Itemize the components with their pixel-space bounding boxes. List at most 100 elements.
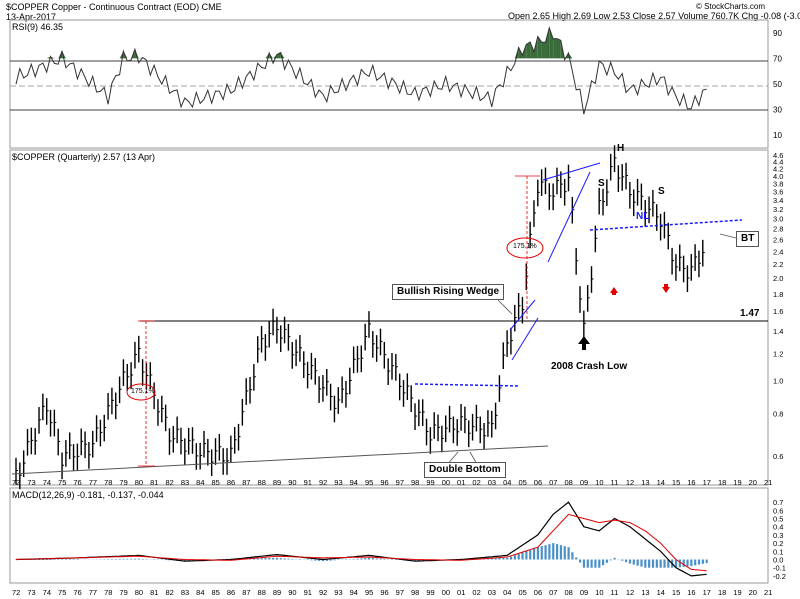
price-tick-label: 3.6 (773, 187, 783, 196)
rsi-overbought-fill (530, 42, 534, 59)
rsi-y-axis: 10 30 50 70 90 (773, 29, 782, 140)
macd-histogram-bar (506, 557, 509, 560)
macd-x-tick-label: 97 (396, 588, 404, 597)
price-tick-label: 1.0 (773, 377, 783, 386)
macd-histogram-bar (337, 559, 340, 561)
macd-x-tick-label: 05 (518, 588, 526, 597)
macd-histogram-bar (644, 559, 647, 568)
macd-tick-label: 0.5 (773, 515, 783, 524)
macd-histogram-bar (61, 559, 64, 560)
price-x-tick-label: 98 (411, 478, 419, 487)
macd-histogram-bar (529, 549, 532, 560)
macd-histogram-bar (548, 544, 551, 560)
macd-histogram-bar (126, 558, 129, 560)
price-x-tick-label: 21 (764, 478, 772, 487)
macd-tick-label: 0.2 (773, 539, 783, 548)
price-x-tick-label: 87 (242, 478, 250, 487)
black-up-arrow-stem (582, 344, 586, 350)
bt-callout-pointer (719, 233, 737, 239)
macd-histogram (15, 543, 708, 568)
rsi-tick-label: 70 (773, 54, 782, 63)
red-up-arrow (610, 287, 618, 293)
macd-histogram-bar (275, 557, 279, 560)
macd-histogram-bar (187, 559, 190, 561)
macd-histogram-bar (540, 546, 543, 560)
macd-histogram-bar (379, 558, 382, 560)
price-x-tick-label: 09 (580, 478, 588, 487)
macd-x-tick-label: 17 (703, 588, 711, 597)
macd-histogram-bar (575, 557, 578, 560)
macd-histogram-bar (325, 559, 328, 561)
macd-histogram-bar (53, 559, 56, 560)
macd-histogram-bar (590, 559, 593, 568)
macd-x-tick-label: 04 (503, 588, 511, 597)
macd-histogram-bar (659, 559, 662, 568)
price-x-tick-label: 18 (718, 478, 726, 487)
macd-x-tick-label: 00 (442, 588, 450, 597)
macd-histogram-bar (417, 559, 421, 561)
price-x-tick-label: 80 (135, 478, 143, 487)
rsi-overbought-fill (46, 56, 51, 59)
rsi-frame (9, 19, 769, 149)
macd-histogram-bar (287, 558, 290, 560)
pct-label-1: 175.1% (131, 388, 155, 395)
macd-histogram-bar (191, 559, 194, 561)
top-wedge-upper-line (542, 162, 601, 181)
macd-x-tick-label: 80 (135, 588, 143, 597)
price-tick-label: 2.0 (773, 274, 783, 283)
macd-histogram-bar (509, 556, 513, 560)
macd-histogram-bar (651, 559, 655, 568)
macd-x-tick-label: 09 (580, 588, 588, 597)
macd-histogram-bar (498, 557, 501, 560)
macd-histogram-bar (133, 558, 137, 560)
pct-ellipse-2 (506, 237, 544, 259)
macd-histogram-bar (371, 558, 375, 560)
rsi-overbought-fill (134, 49, 139, 59)
macd-x-tick-label: 77 (89, 588, 97, 597)
pct-ellipse-1 (126, 383, 156, 401)
macd-histogram-bar (563, 546, 566, 560)
price-tick-label: 0.8 (773, 410, 783, 419)
macd-histogram-bar (582, 559, 586, 568)
macd-x-tick-label: 03 (488, 588, 496, 597)
macd-histogram-bar (586, 559, 589, 568)
macd-histogram-bar (682, 559, 685, 567)
macd-histogram-bar (49, 559, 52, 560)
price-tick-label: 3.0 (773, 214, 783, 223)
macd-x-tick-label: 99 (426, 588, 434, 597)
macd-histogram-bar (333, 559, 336, 561)
macd-histogram-bar (513, 555, 516, 560)
macd-x-tick-label: 91 (304, 588, 312, 597)
macd-x-tick-label: 92 (319, 588, 327, 597)
macd-histogram-bar (279, 558, 282, 560)
macd-histogram-bar (625, 559, 628, 563)
red-down-arrow (662, 287, 670, 293)
macd-histogram-bar (367, 557, 371, 560)
macd-histogram-bar (571, 552, 574, 560)
macd-histogram-bar (686, 559, 689, 567)
macd-histogram-bar (310, 559, 313, 561)
macd-x-tick-label: 88 (258, 588, 266, 597)
price-x-tick-label: 86 (227, 478, 235, 487)
price-x-tick-label: 88 (258, 478, 266, 487)
price-x-tick-label: 91 (304, 478, 312, 487)
left-shoulder-label: S (598, 178, 605, 189)
price-x-tick-label: 72 (12, 478, 20, 487)
price-tick-label: 4.6 (773, 151, 783, 160)
macd-histogram-bar (559, 545, 563, 560)
rsi-line (15, 26, 707, 115)
macd-histogram-bar (555, 544, 559, 560)
macd-x-tick-label: 10 (595, 588, 603, 597)
ohlc-readout: Open 2.65 High 2.69 Low 2.53 Close 2.57 … (508, 11, 800, 21)
macd-x-tick-label: 11 (611, 588, 619, 597)
macd-histogram-bar (137, 558, 140, 560)
rsi-tick-label: 90 (773, 29, 782, 38)
macd-x-tick-label: 20 (749, 588, 757, 597)
macd-histogram-bar (268, 557, 271, 560)
macd-histogram-bar (30, 559, 33, 560)
head-label: H (617, 143, 625, 154)
macd-histogram-bar (628, 559, 632, 564)
macd-histogram-bar (517, 553, 520, 560)
macd-histogram-bar (283, 558, 286, 560)
